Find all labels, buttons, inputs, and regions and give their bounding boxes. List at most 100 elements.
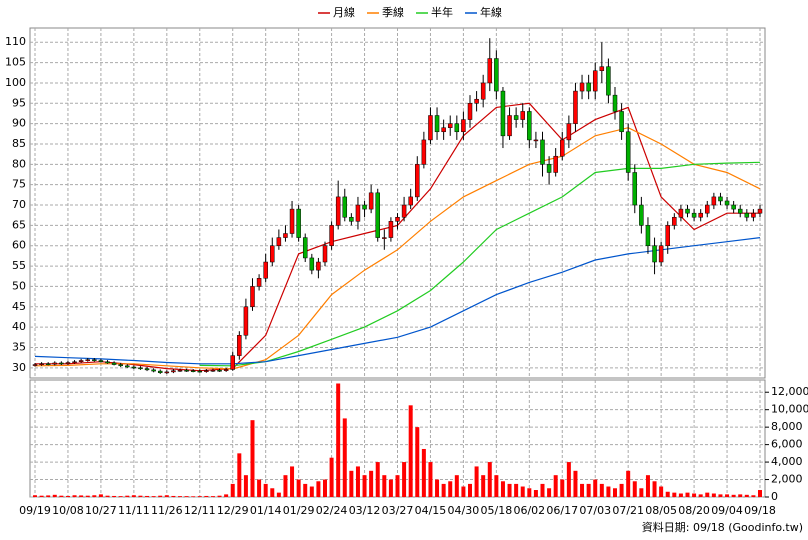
y-tick-label: 60: [12, 239, 26, 252]
volume-bar: [336, 383, 341, 497]
candle-body: [447, 123, 453, 128]
candle-body: [586, 82, 591, 92]
y2-tick-label: 4,000: [771, 455, 803, 468]
ma-line: [199, 161, 761, 367]
candle-body: [85, 359, 90, 361]
volume-bar: [197, 496, 202, 497]
volume-bar: [738, 494, 743, 497]
volume-bar: [566, 462, 571, 497]
candle-body: [144, 368, 150, 371]
candle-body: [32, 364, 38, 366]
y-tick-label: 75: [12, 178, 26, 191]
candle-body: [368, 192, 374, 210]
volume-bar: [118, 496, 123, 497]
volume-bar: [92, 495, 97, 497]
y-tick-label: 40: [12, 320, 26, 333]
volume-bar: [270, 488, 275, 497]
x-tick-label: 08/05: [645, 504, 677, 517]
volume-bar: [593, 479, 598, 497]
candle-body: [401, 204, 407, 218]
candle-body: [52, 362, 58, 365]
volume-bar: [323, 479, 327, 497]
candle-body: [434, 115, 440, 133]
y-tick-label: 35: [12, 340, 26, 353]
volume-bar: [52, 494, 57, 497]
volume-bar: [613, 488, 617, 497]
candle-body: [711, 196, 717, 206]
legend-label: 年線: [480, 5, 502, 19]
volume-bar: [718, 494, 723, 497]
volume-bar: [369, 470, 374, 497]
candle-body: [190, 370, 196, 372]
y-tick-label: 65: [12, 218, 26, 231]
x-tick-label: 09/19: [19, 504, 51, 517]
volume-bar: [494, 475, 499, 497]
candle-body: [223, 369, 229, 371]
volume-bar: [408, 405, 413, 497]
volume-bar: [481, 475, 486, 497]
candle-body: [441, 127, 446, 133]
candle-body: [705, 204, 710, 214]
volume-bar: [527, 488, 532, 497]
candle-body: [415, 164, 420, 198]
volume-bar: [382, 475, 387, 497]
y2-tick-label: 6,000: [771, 438, 803, 451]
candle-body: [454, 123, 460, 133]
candle-body: [744, 212, 750, 218]
candle-body: [204, 370, 209, 372]
volume-bar: [540, 483, 545, 497]
volume-bar: [204, 495, 209, 497]
volume-bar: [65, 495, 70, 497]
candle-body: [322, 245, 328, 263]
candle-body: [573, 90, 578, 124]
candle-body: [151, 369, 156, 372]
candle-body: [724, 200, 730, 206]
volume-bar: [388, 479, 393, 497]
candle-body: [428, 115, 433, 141]
candle-body: [263, 261, 268, 279]
volume-bar: [59, 495, 64, 497]
volume-bar: [79, 495, 84, 497]
volume-bar: [72, 495, 77, 497]
x-tick-label: 04/15: [415, 504, 447, 517]
volume-bar: [487, 462, 492, 497]
candle-body: [164, 371, 170, 374]
candle-body: [540, 139, 545, 165]
candle-body: [698, 212, 703, 218]
volume-bar: [395, 475, 400, 497]
volume-bar: [112, 495, 117, 497]
volume-bar: [711, 493, 716, 497]
candle-body: [672, 216, 677, 226]
volume-bar: [573, 470, 578, 497]
volume-bar: [553, 475, 558, 497]
x-tick-label: 02/24: [316, 504, 348, 517]
candle-body: [329, 225, 334, 246]
candle-body: [177, 370, 183, 372]
volume-bar: [283, 475, 288, 497]
volume-bar: [580, 483, 585, 497]
candle-body: [658, 245, 664, 263]
volume-bar: [474, 466, 479, 497]
volume-bar: [290, 466, 295, 497]
candle-body: [579, 82, 585, 92]
volume-bar: [178, 496, 182, 497]
candle-body: [461, 119, 466, 133]
y-tick-label: 100: [5, 76, 26, 89]
candle-body: [39, 363, 44, 366]
candle-body: [210, 370, 216, 372]
candle-body: [237, 335, 242, 356]
x-tick-label: 06/17: [546, 504, 578, 517]
y2-tick-label: 12,000: [771, 385, 808, 398]
volume-bar: [158, 495, 163, 497]
candle-body: [494, 58, 499, 92]
y-tick-label: 55: [12, 259, 26, 272]
volume-bar: [500, 481, 505, 497]
x-tick-label: 07/21: [612, 504, 644, 517]
volume-bar: [560, 479, 565, 497]
candle-body: [230, 355, 235, 370]
legend-label: 半年: [431, 5, 453, 19]
volume-bar: [725, 494, 730, 497]
volume-bar: [145, 495, 150, 497]
volume-bar: [125, 495, 130, 497]
candle-body: [639, 204, 644, 226]
